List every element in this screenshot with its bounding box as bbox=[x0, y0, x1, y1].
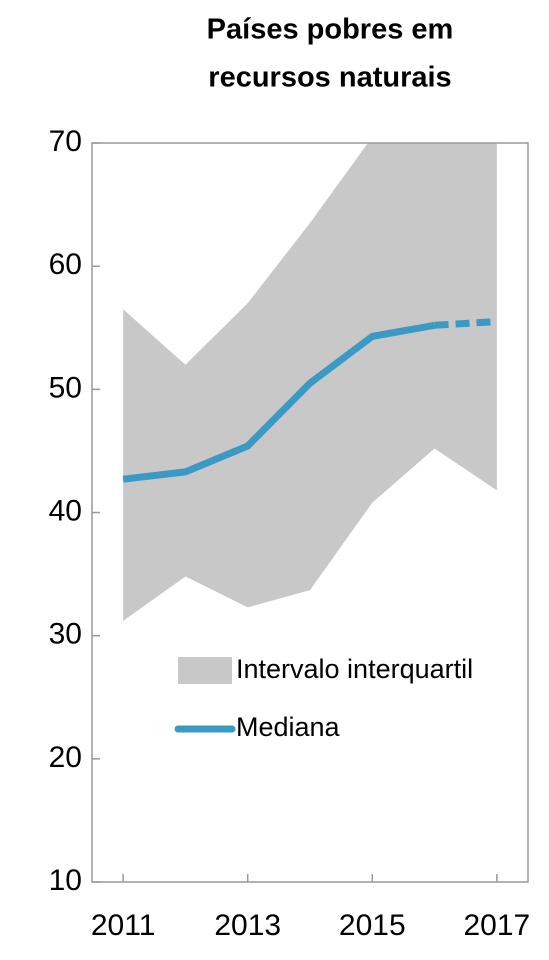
legend-label: Intervalo interquartil bbox=[236, 654, 473, 684]
median-line bbox=[434, 318, 498, 329]
x-tick-label: 2017 bbox=[463, 909, 530, 942]
y-tick-label: 70 bbox=[49, 125, 82, 158]
x-tick-label: 2015 bbox=[339, 909, 406, 942]
x-tick-label: 2011 bbox=[91, 909, 156, 942]
chart-title: Países pobres em bbox=[207, 14, 454, 46]
x-tick-label: 2013 bbox=[214, 909, 281, 942]
chart-title: recursos naturais bbox=[208, 62, 451, 94]
plot-area bbox=[122, 143, 498, 621]
legend-swatch bbox=[178, 657, 232, 684]
legend-label: Mediana bbox=[236, 712, 341, 742]
y-tick-label: 20 bbox=[49, 741, 82, 774]
y-tick-label: 50 bbox=[49, 371, 82, 404]
y-tick-label: 60 bbox=[49, 248, 82, 281]
y-tick-label: 30 bbox=[49, 618, 82, 651]
y-tick-label: 10 bbox=[49, 864, 82, 897]
y-tick-label: 40 bbox=[49, 494, 82, 527]
median-line bbox=[122, 321, 436, 483]
iqr-band bbox=[123, 143, 497, 621]
